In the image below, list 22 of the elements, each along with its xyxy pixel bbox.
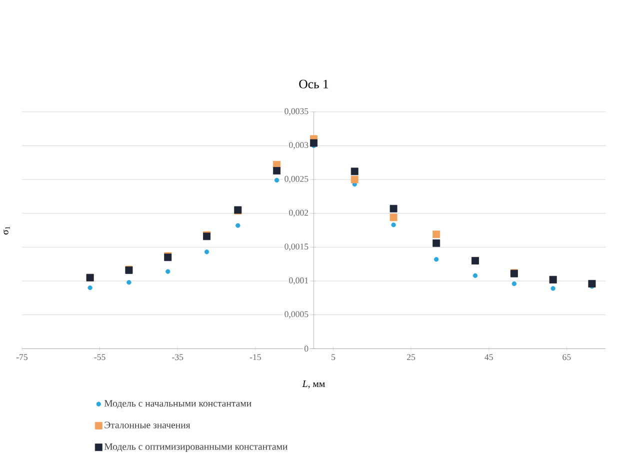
x-tick-label: -75 <box>16 354 28 360</box>
x-tick-label: 25 <box>407 354 416 360</box>
x-tick-label: -35 <box>172 354 184 360</box>
x-tick-label: 65 <box>562 354 571 360</box>
x-tick-label: -15 <box>250 354 261 360</box>
y-tick-label: 0,0025 <box>284 176 308 184</box>
x-tick-label: -55 <box>94 354 106 360</box>
legend-label: Модель с оптимизированными константами <box>104 444 288 452</box>
x-tick-label: 5 <box>332 354 336 360</box>
y-tick-label: 0,0035 <box>284 108 308 116</box>
y-tick-label: 0,0005 <box>284 311 308 319</box>
chart-title: Ось 1 <box>299 80 328 88</box>
legend-label: Эталонные значения <box>104 422 190 428</box>
y-tick-label: 0,0015 <box>284 244 308 251</box>
y-tick-label: 0,002 <box>289 210 308 218</box>
x-tick-label: 45 <box>484 354 493 360</box>
legend-label: Модель с начальными константами <box>104 400 252 409</box>
y-axis-title: σ$_{1}$ <box>3 226 10 235</box>
y-tick-label: 0 <box>304 346 308 352</box>
x-axis-title: L, мм <box>302 380 325 389</box>
y-tick-label: 0,001 <box>289 278 308 285</box>
y-tick-label: 0,003 <box>289 142 308 150</box>
